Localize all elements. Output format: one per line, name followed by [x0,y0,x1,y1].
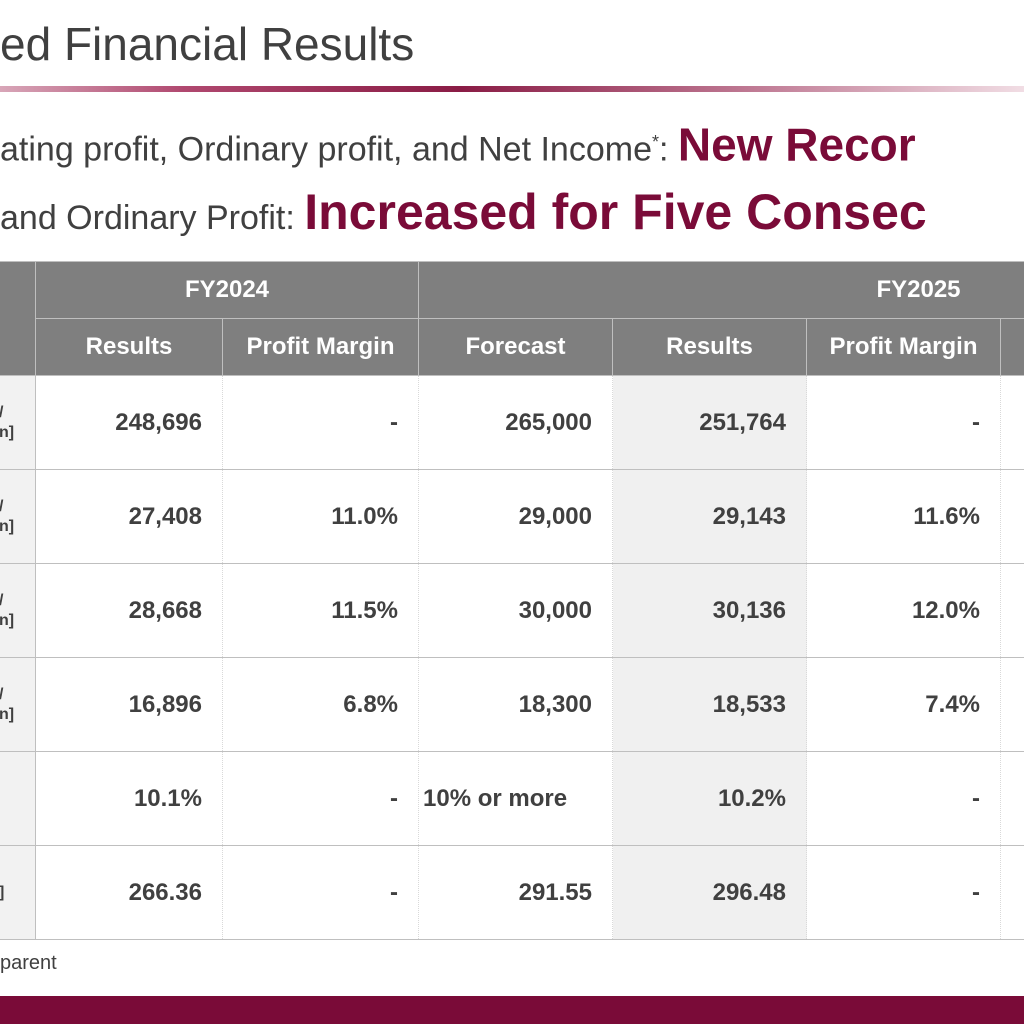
cell-overflow [1000,469,1024,564]
headline-consecutive: and Ordinary Profit: Increased for Five … [0,182,927,248]
cell-fy2025-margin: 7.4% [806,657,1001,752]
col-header-fy2024-margin: Profit Margin [222,318,419,376]
asterisk-marker: * [651,132,659,152]
col-header-fy2025-forecast: Forecast [418,318,613,376]
cell-fy2024-results: 266.36 [35,845,223,940]
headline-record: ating profit, Ordinary profit, and Net I… [0,114,916,177]
table-row: /n] 16,896 6.8% 18,300 18,533 7.4% [0,657,1024,752]
table-row: /n] 28,668 11.5% 30,000 30,136 12.0% [0,563,1024,658]
footer-bar [0,996,1024,1024]
col-header-overflow [1000,318,1024,376]
cell-fy2025-margin: 11.6% [806,469,1001,564]
row-label [0,751,36,846]
cell-overflow [1000,845,1024,940]
headline-record-text: ating profit, Ordinary profit, and Net I… [0,130,652,169]
financial-results-table: FY2024 FY2025 Results Profit Margin Fore… [0,261,1024,940]
row-label: /n] [0,657,36,752]
cell-fy2025-results: 30,136 [612,563,807,658]
footnote: parent [0,952,57,974]
cell-fy2024-results: 28,668 [35,563,223,658]
cell-fy2024-margin: 11.0% [222,469,419,564]
cell-overflow [1000,375,1024,470]
row-label: ] [0,845,36,940]
headline-consecutive-highlight: Increased for Five Consec [304,184,927,240]
cell-fy2025-results: 18,533 [612,657,807,752]
cell-fy2025-forecast: 29,000 [418,469,613,564]
table-row: 10.1% - 10% or more 10.2% - [0,751,1024,846]
cell-fy2025-margin: - [806,375,1001,470]
headline-consecutive-text: and Ordinary Profit: [0,199,305,237]
table-row: /n] 248,696 - 265,000 251,764 - [0,375,1024,470]
cell-overflow [1000,751,1024,846]
cell-fy2025-forecast: 30,000 [418,563,613,658]
cell-fy2025-forecast: 291.55 [418,845,613,940]
cell-overflow [1000,657,1024,752]
cell-fy2024-margin: 6.8% [222,657,419,752]
cell-fy2025-results: 29,143 [612,469,807,564]
col-header-fy2024-results: Results [35,318,223,376]
row-label: /n] [0,375,36,470]
cell-fy2024-results: 10.1% [35,751,223,846]
cell-fy2024-margin: 11.5% [222,563,419,658]
cell-fy2025-results: 10.2% [612,751,807,846]
page-title: ed Financial Results [0,18,415,70]
table-row: /n] 27,408 11.0% 29,000 29,143 11.6% [0,469,1024,564]
fy2025-header-label: FY2025 [876,276,961,303]
col-header-fy2025-margin: Profit Margin [806,318,1001,376]
cell-fy2025-forecast: 18,300 [418,657,613,752]
cell-fy2024-margin: - [222,375,419,470]
cell-fy2024-margin: - [222,845,419,940]
fy2024-header: FY2024 [35,261,419,319]
fy2025-header: FY2025 [418,261,1024,319]
headline-record-highlight: New Recor [677,118,916,171]
row-label: /n] [0,469,36,564]
row-label: /n] [0,563,36,658]
cell-overflow [1000,563,1024,658]
cell-fy2025-margin: - [806,751,1001,846]
headline-colon: : [659,130,678,169]
cell-fy2024-results: 27,408 [35,469,223,564]
col-header-fy2025-results: Results [612,318,807,376]
cell-fy2025-forecast: 10% or more [418,751,613,846]
table-row: ] 266.36 - 291.55 296.48 - [0,845,1024,940]
cell-fy2024-margin: - [222,751,419,846]
cell-fy2025-margin: 12.0% [806,563,1001,658]
row-label-header [0,261,36,376]
cell-fy2025-margin: - [806,845,1001,940]
cell-fy2025-forecast: 265,000 [418,375,613,470]
cell-fy2025-results: 296.48 [612,845,807,940]
title-divider [0,86,1024,92]
cell-fy2024-results: 248,696 [35,375,223,470]
cell-fy2025-results: 251,764 [612,375,807,470]
cell-fy2024-results: 16,896 [35,657,223,752]
